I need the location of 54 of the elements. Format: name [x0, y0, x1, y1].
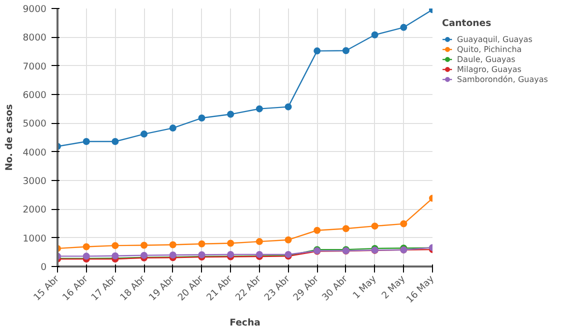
y-tick-label: 7000 — [22, 61, 47, 72]
x-tick-label: 15 Abr — [32, 273, 62, 304]
point — [256, 105, 263, 112]
point — [82, 138, 90, 146]
y-tick-label: 0 — [40, 262, 47, 273]
y-tick-label: 4000 — [22, 147, 47, 158]
y-tick-label: 5000 — [22, 118, 47, 130]
y-tick-label: 6000 — [22, 90, 47, 101]
point — [342, 47, 350, 54]
x-tick-label: 21 Abr — [204, 273, 235, 304]
point — [227, 240, 234, 247]
point — [314, 47, 321, 54]
x-tick-label: 18 Abr — [118, 273, 148, 304]
x-tick-label: 30 Abr — [320, 273, 350, 304]
point — [112, 138, 119, 146]
legend-label: Guayaquil, Guayas — [457, 34, 532, 44]
point — [256, 238, 263, 246]
point — [112, 252, 119, 260]
point — [140, 242, 148, 249]
point — [169, 124, 176, 132]
point — [400, 220, 408, 228]
point — [284, 236, 292, 244]
x-tick-label: 23 Abr — [262, 273, 292, 304]
x-tick-label: 22 Abr — [234, 273, 264, 304]
point — [227, 110, 234, 118]
x-tick-label: 17 Abr — [89, 273, 120, 304]
legend-title: Cantones — [442, 18, 492, 29]
y-axis-title: No. de casos — [4, 104, 15, 171]
x-axis-title: Fecha — [230, 317, 260, 328]
y-tick-label: 8000 — [22, 32, 47, 44]
point — [198, 114, 206, 122]
legend-label: Quito, Pichincha — [457, 44, 522, 54]
point — [342, 225, 350, 232]
y-tick-label: 2000 — [22, 204, 47, 216]
legend-label: Samborondón, Guayas — [457, 74, 548, 84]
x-tick-label: 29 Abr — [291, 273, 322, 304]
point — [169, 241, 176, 248]
point — [400, 24, 408, 31]
y-tick-label: 9000 — [22, 4, 47, 15]
x-tick-label: 16 Abr — [60, 273, 90, 304]
legend-label: Milagro, Guayas — [457, 64, 522, 74]
point — [82, 243, 90, 250]
point — [371, 222, 378, 230]
point — [140, 130, 148, 138]
point — [198, 240, 206, 248]
point — [371, 31, 378, 38]
y-tick-label: 1000 — [22, 233, 47, 244]
point — [112, 242, 119, 250]
point — [314, 226, 321, 234]
y-tick-label: 3000 — [22, 176, 47, 187]
x-tick-label: 19 Abr — [147, 273, 177, 304]
x-tick-label: 20 Abr — [176, 273, 206, 304]
point — [284, 103, 292, 110]
legend-label: Daule, Guayas — [457, 54, 516, 64]
